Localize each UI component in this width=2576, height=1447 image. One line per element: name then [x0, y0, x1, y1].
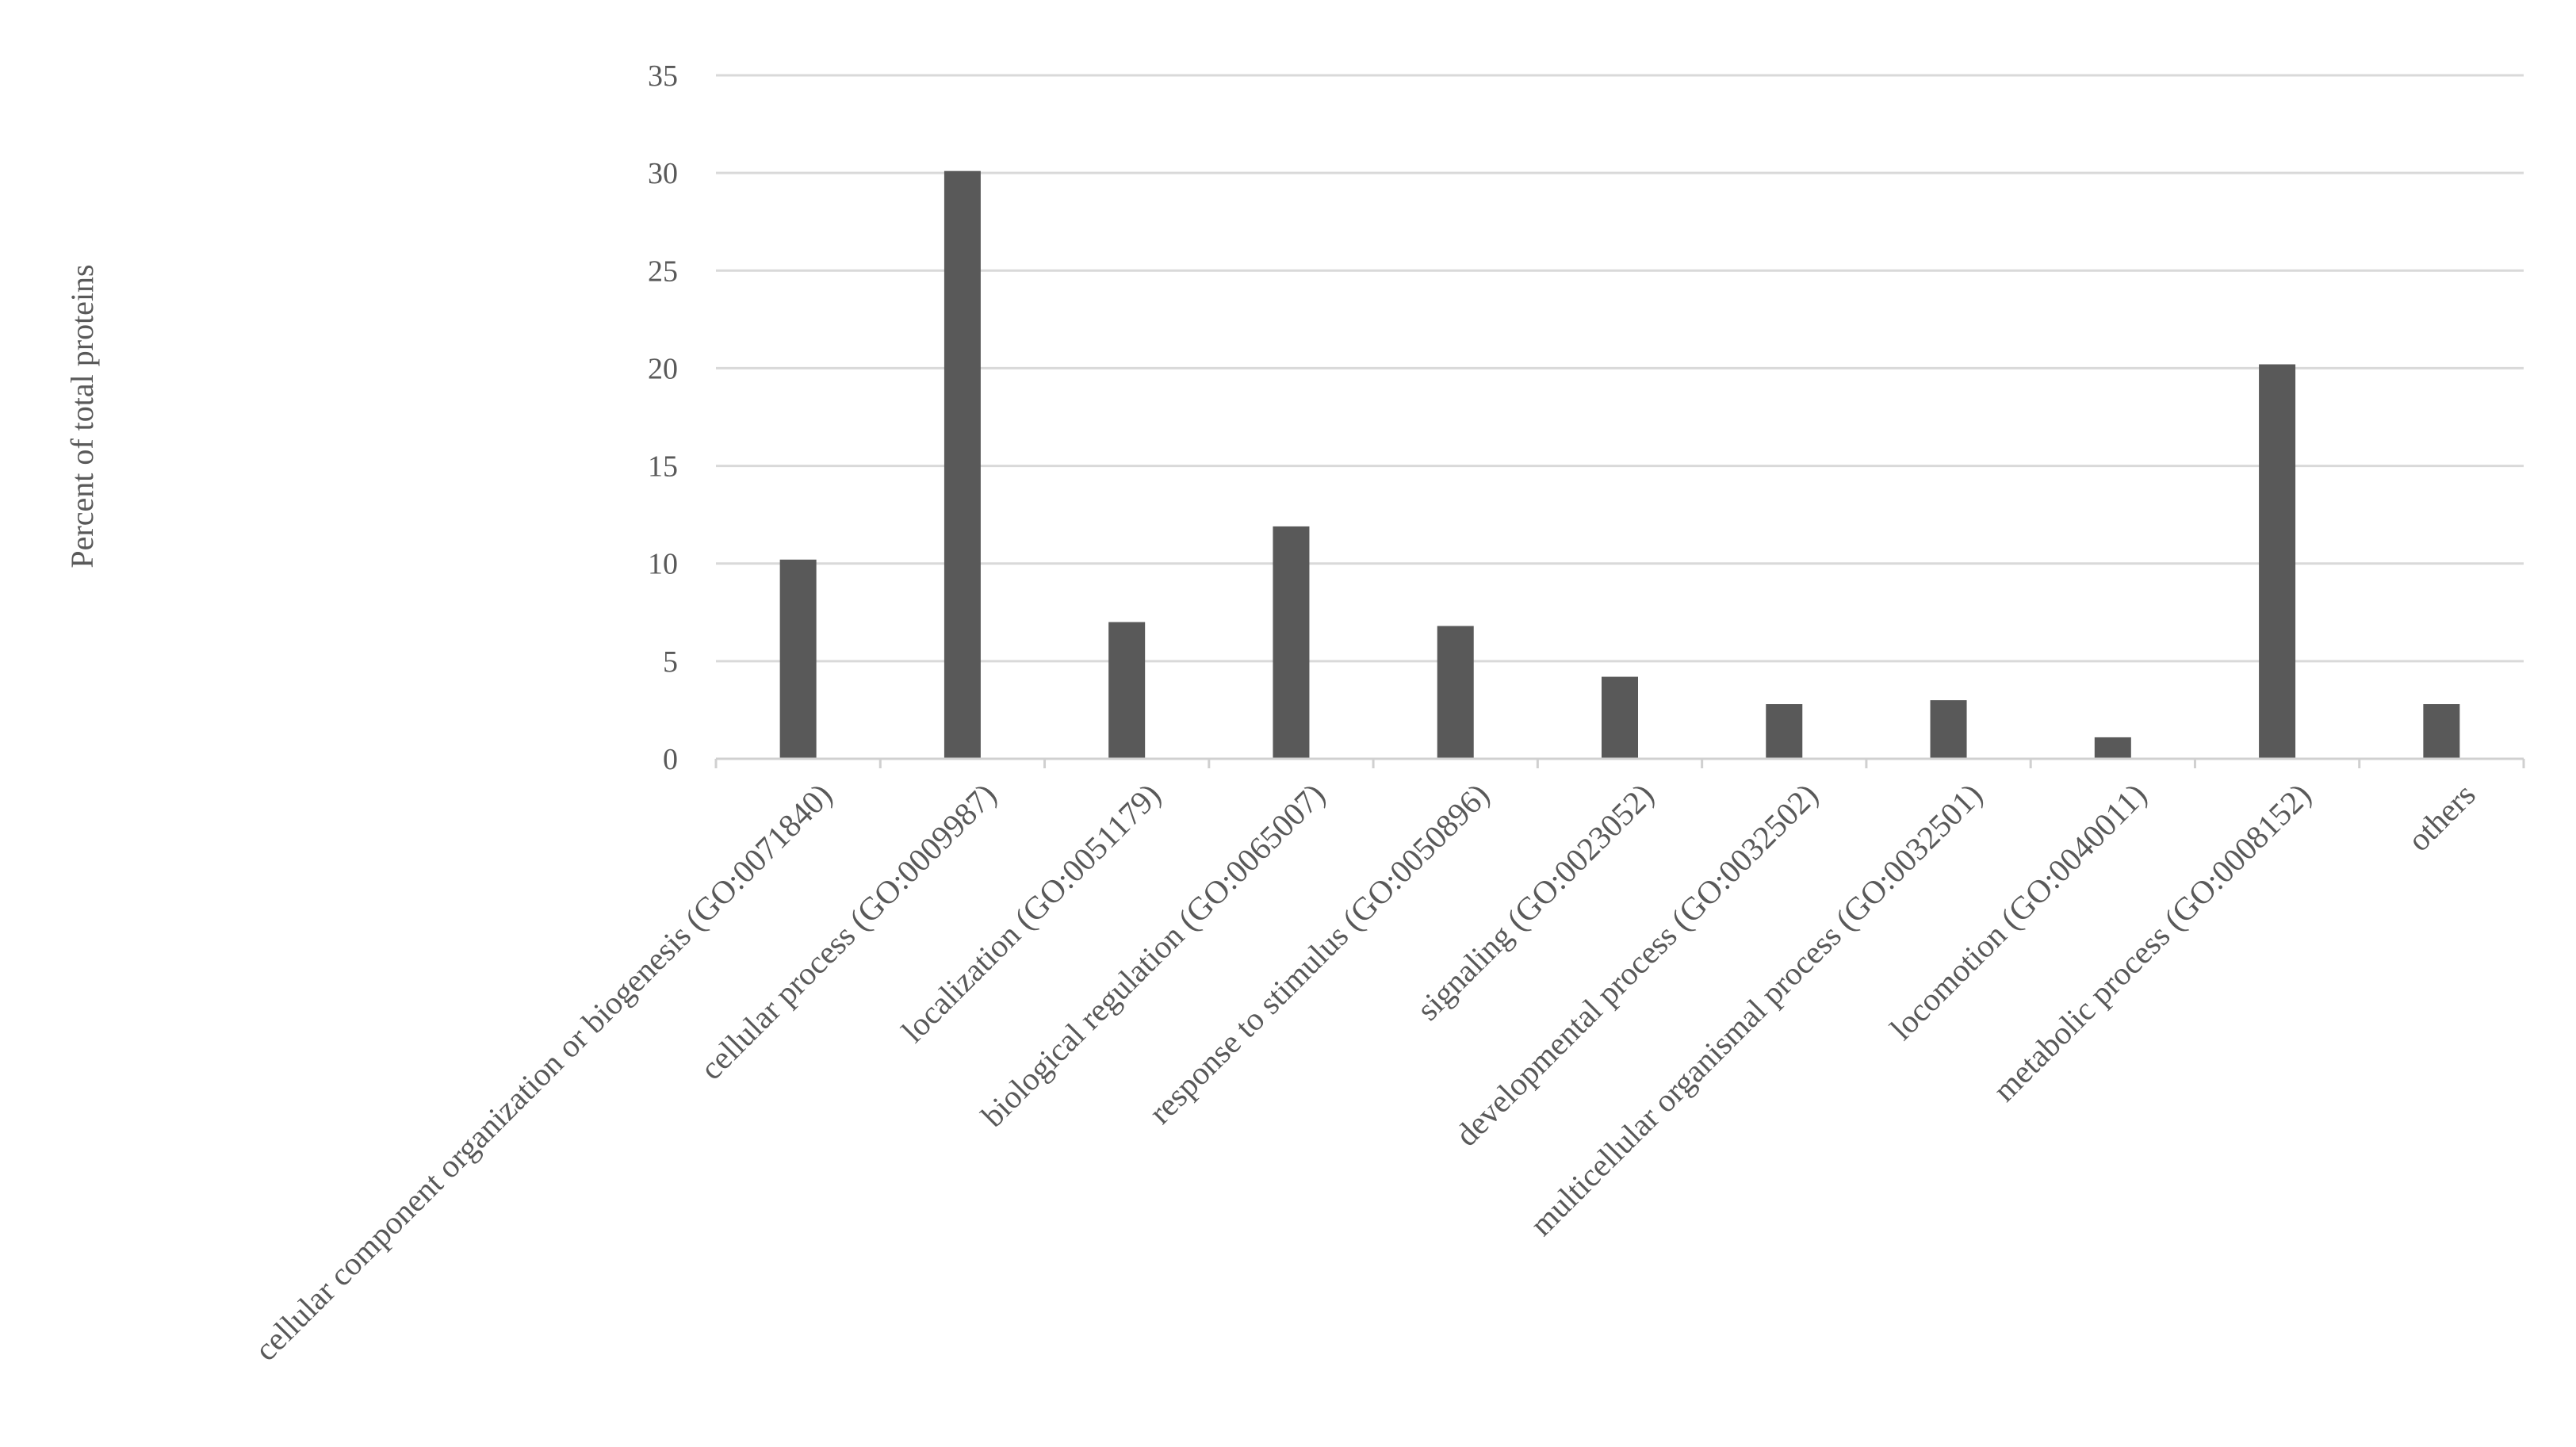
y-tick-labels: 0 5 10 15 20 25 30 35 [648, 59, 678, 776]
x-tick-label: biological regulation (GO:0065007) [974, 776, 1332, 1134]
x-tick-label: metabolic process (GO:0008152) [1985, 776, 2318, 1108]
gridlines [716, 74, 2524, 663]
bar [1273, 526, 1310, 759]
bar [1766, 704, 1803, 759]
x-axis [714, 757, 2525, 768]
x-tick-label: response to stimulus (GO:0050896) [1142, 776, 1496, 1131]
bar [1437, 626, 1474, 759]
y-tick-label: 25 [648, 255, 678, 288]
bar [2094, 737, 2131, 759]
x-tick-label: cellular component organization or bioge… [247, 776, 839, 1368]
x-tick-label: others [2400, 776, 2482, 858]
y-tick-label: 5 [663, 645, 678, 679]
x-tick-label: localization (GO:0051179) [894, 776, 1168, 1050]
x-tick-label: developmental process (GO:0032502) [1448, 776, 1824, 1153]
y-tick-label: 20 [648, 352, 678, 385]
y-tick-label: 30 [648, 157, 678, 190]
bar [1108, 622, 1146, 759]
bar [944, 170, 981, 759]
y-tick-label: 10 [648, 548, 678, 581]
bars [779, 170, 2460, 759]
x-tick-labels: cellular component organization or bioge… [247, 776, 2482, 1368]
bar [1602, 676, 1638, 759]
y-tick-label: 15 [648, 450, 678, 484]
bar [2423, 704, 2460, 759]
bar [1930, 700, 1967, 759]
bar [2259, 364, 2296, 759]
y-axis-title: Percent of total proteins [64, 264, 100, 568]
bar [779, 559, 817, 759]
y-tick-label: 0 [663, 743, 678, 776]
x-tick-label: cellular process (GO:0009987) [693, 776, 1004, 1087]
y-tick-label: 35 [648, 59, 678, 93]
